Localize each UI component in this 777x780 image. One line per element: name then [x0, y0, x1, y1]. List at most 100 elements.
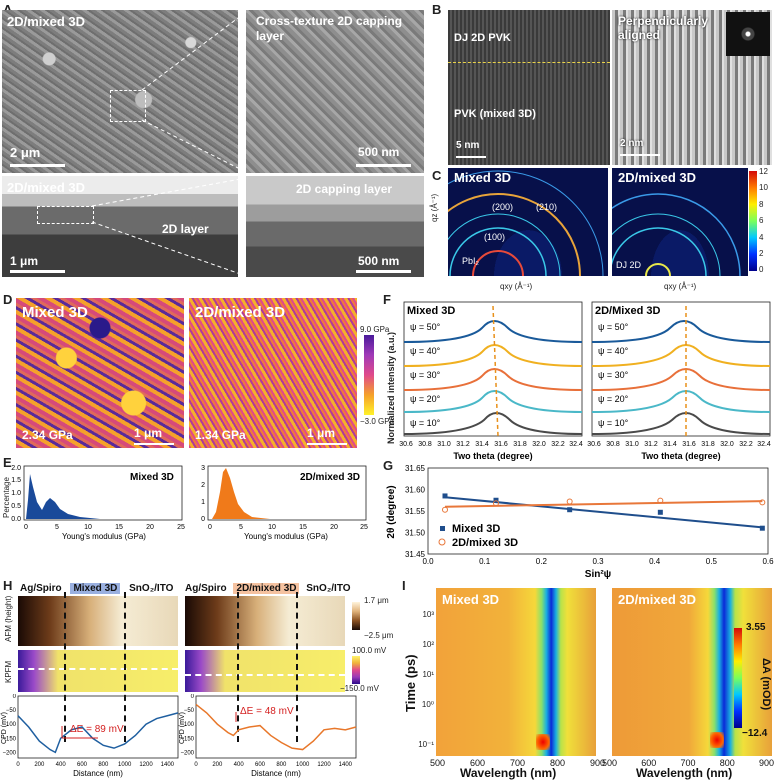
tick: 2.0: [11, 465, 21, 472]
scale-bar: [456, 156, 486, 158]
header-sno2: SnO₂/ITO: [306, 583, 351, 594]
cbar-tick: 4: [759, 233, 764, 242]
panel-label-e: E: [3, 455, 12, 470]
peak-label-pbi2: PbI₂: [462, 256, 480, 266]
peak-label-100: (100): [484, 232, 506, 242]
tick: 1.5: [11, 477, 21, 484]
psi-label: ψ = 50°: [410, 322, 441, 332]
tick: 1.0: [11, 490, 21, 497]
hist-ylabel: Percentage: [2, 477, 11, 518]
kpfm-colorbar: [352, 656, 360, 684]
scale-bar-label: 1 μm: [307, 426, 336, 440]
boundary-line: [64, 592, 66, 742]
xrd-stack-2d-mixed-3d: 2D/Mixed 3D ψ = 50° ψ = 40° ψ = 30° ψ = …: [587, 301, 771, 461]
tick: 400: [234, 762, 245, 768]
afm-height-mixed-3d: [18, 596, 178, 646]
panel-label-a: A: [3, 2, 12, 17]
tas-xticks-right: 500 600 700 800 900: [602, 758, 774, 768]
giwaxs-colorbar-ticks: 12 10 8 6 4 2 0: [759, 167, 775, 275]
kpfm-2d-mixed-3d: [185, 650, 345, 692]
scale-bar-label: 1 μm: [10, 254, 39, 268]
cbar-tick: 2: [759, 249, 764, 258]
tick: 20: [330, 524, 338, 531]
fft-inset: [726, 12, 770, 56]
tick: −150: [180, 736, 194, 742]
tick: 0: [24, 524, 28, 531]
tick: 600: [255, 762, 266, 768]
sem-cross-section-image: 2D/mixed 3D 2D layer 1 μm: [2, 176, 238, 277]
tick: 700: [680, 758, 696, 768]
scale-bar-label: 2 μm: [10, 145, 41, 160]
scale-bar: [356, 270, 411, 273]
hist-title: 2D/mixed 3D: [300, 472, 360, 483]
giwaxs-colorbar: [749, 171, 757, 271]
tick: 10³: [422, 610, 434, 619]
modulus-histogram-2d-mixed-3d: 2D/mixed 3D 3 2 1 0 0 5 10 15 20 25 Youn…: [201, 465, 368, 541]
header-sample: 2D/mixed 3D: [233, 583, 300, 594]
tick: 800: [719, 758, 735, 768]
legend-marker-2d-mixed-3d: [438, 538, 446, 546]
cbar-tick: 8: [759, 200, 764, 209]
tick: 1200: [139, 762, 153, 768]
tick: 900: [589, 758, 605, 768]
panel-label-i: I: [402, 578, 406, 593]
cbar-tick: 12: [759, 167, 768, 176]
data-point: [566, 498, 573, 505]
cpd-ylabel: CPD (mV): [1, 712, 8, 744]
data-point: [442, 493, 448, 499]
scale-bar: [10, 164, 65, 167]
peak-label-200: (200): [492, 202, 514, 212]
tas-xticks-left: 500 600 700 800 900: [430, 758, 605, 768]
kpfm-mixed-3d: [18, 650, 178, 692]
cpd-ylabel: CPD (mV): [179, 712, 186, 744]
panel-label-h: H: [3, 578, 13, 593]
panel-label-c: C: [432, 168, 442, 183]
f-ylabel: Normalized intensity (a.u.): [386, 331, 396, 444]
boundary-line: [124, 592, 126, 742]
tick: −150: [2, 736, 16, 742]
panel-label-f: F: [383, 292, 391, 307]
xrd-xlabel: Two theta (degree): [453, 451, 532, 461]
modulus-map-mixed-3d: Mixed 3D 2.34 GPa 1 μm: [16, 298, 184, 448]
tick: 31.60: [405, 486, 426, 495]
header-ag-spiro: Ag/Spiro: [20, 583, 62, 594]
tick: 15: [299, 524, 307, 531]
delta-e-label: ΔE = 48 mV: [240, 706, 294, 717]
tem-zoom-title: Perpendicularly aligned: [618, 14, 709, 42]
boundary-line: [237, 592, 239, 742]
tick: 800: [276, 762, 287, 768]
scale-bar: [10, 270, 65, 273]
tick: 400: [56, 762, 67, 768]
mean-modulus: 1.34 GPa: [195, 428, 246, 442]
profile-line: [18, 668, 178, 670]
cbar-tick: 0: [759, 265, 764, 274]
tick: 1000: [296, 762, 310, 768]
bleach-red-spot: [536, 734, 550, 750]
g-ylabel: 2θ (degree): [386, 485, 397, 538]
data-point: [567, 507, 573, 513]
tick: 2: [201, 482, 205, 489]
tem-bottom-label: PVK (mixed 3D): [454, 108, 536, 120]
scale-bar: [620, 154, 660, 156]
header-sno2: SnO₂/ITO: [129, 583, 174, 594]
header-ag-spiro: Ag/Spiro: [185, 583, 227, 594]
afm-cbar-min: −2.5 μm: [364, 631, 394, 640]
giwaxs-rings-left: [448, 170, 604, 276]
mean-modulus: 2.34 GPa: [22, 428, 73, 442]
modulus-histogram-mixed-3d: Mixed 3D 2.0 1.5 1.0 0.5 0.0 0 5 10 15 2…: [11, 465, 185, 541]
giwaxs-mixed-3d: Mixed 3D (200) (210) (100) PbI₂: [448, 168, 608, 276]
h-right-header: Ag/Spiro 2D/mixed 3D SnO₂/ITO: [185, 583, 355, 594]
sem-zoom-title: Cross-texture 2D capping layer: [256, 14, 403, 43]
scale-bar-label: 5 nm: [456, 140, 480, 151]
panel-label-b: B: [432, 2, 442, 17]
sin2psi-chart: 31.65 31.60 31.55 31.50 31.45 0.0 0.1 0.2 0.3 0.…: [386, 464, 774, 580]
giwaxs-title: 2D/mixed 3D: [618, 170, 697, 185]
map-title: 2D/mixed 3D: [195, 304, 286, 321]
xrd-xlabel: Two theta (degree): [641, 451, 720, 461]
c-xlabel-left: qxy (Å⁻¹): [500, 282, 533, 291]
xrd-title: Mixed 3D: [407, 305, 455, 317]
tick: 1000: [118, 762, 132, 768]
tick: −100: [180, 722, 194, 728]
tick: 0: [16, 762, 20, 768]
